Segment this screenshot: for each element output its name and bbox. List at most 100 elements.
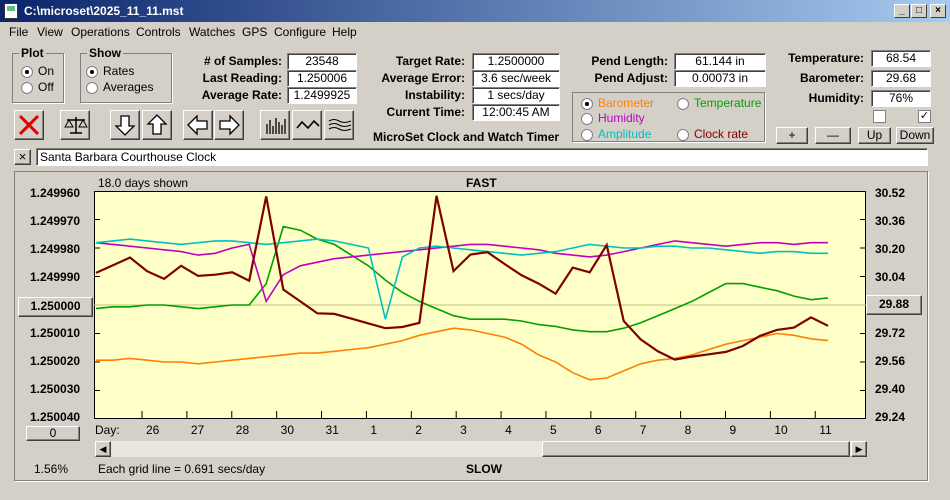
- slow-label: SLOW: [466, 462, 502, 476]
- last-reading-value: 1.250006: [287, 70, 357, 87]
- menu-controls[interactable]: Controls: [136, 25, 181, 39]
- instability-label: Instability:: [404, 88, 465, 102]
- raw-plot-button[interactable]: [260, 110, 290, 140]
- maximize-button[interactable]: □: [911, 4, 927, 18]
- plot-group-title: Plot: [19, 46, 46, 60]
- right-tick-label: 29.56: [875, 354, 906, 368]
- percent-label: 1.56%: [34, 462, 69, 476]
- zoom-button[interactable]: 0: [26, 426, 80, 441]
- x-tick-label: 2: [415, 423, 422, 437]
- time-scrollbar[interactable]: ◀ ▶: [95, 441, 867, 457]
- menu-watches[interactable]: Watches: [189, 25, 236, 39]
- menu-operations[interactable]: Operations: [71, 25, 130, 39]
- menu-help[interactable]: Help: [332, 25, 357, 39]
- pend-adjust-label: Pend Adjust:: [594, 71, 668, 85]
- average-rate-label: Average Rate:: [201, 88, 282, 102]
- series-humidity-radio[interactable]: Humidity: [581, 111, 645, 125]
- wave-icon: [296, 119, 320, 130]
- series-line-humidity: [95, 240, 828, 304]
- multi-wave-button[interactable]: [324, 110, 354, 140]
- left-center-button[interactable]: 1.250000: [18, 297, 93, 317]
- down-button[interactable]: Down: [896, 127, 934, 144]
- show-rates-radio[interactable]: Rates: [86, 64, 134, 78]
- pend-length-value: 61.144 in: [674, 53, 766, 70]
- x-tick-label: 9: [729, 423, 737, 437]
- right-tick-label: 29.72: [875, 326, 906, 340]
- plot-frame: [14, 171, 928, 481]
- window-title: C:\microset\2025_11_11.mst: [24, 4, 184, 18]
- left-tick-label: 1.250010: [30, 326, 81, 340]
- x-tick-label: 31: [325, 423, 339, 437]
- option-checkbox-1[interactable]: [873, 110, 886, 123]
- left-arrow-button[interactable]: [183, 110, 213, 140]
- temperature-value: 68.54: [871, 50, 931, 67]
- x-tick-label: 1: [370, 423, 378, 437]
- arrow-down-icon: [114, 115, 136, 136]
- option-checkbox-2[interactable]: ✓: [918, 110, 931, 123]
- x-tick-label: 6: [594, 423, 602, 437]
- x-tick-label: 11: [819, 423, 832, 437]
- left-tick-label: 1.249980: [30, 242, 81, 256]
- smooth-plot-button[interactable]: [292, 110, 322, 140]
- plot-on-radio[interactable]: On: [21, 64, 54, 78]
- right-arrow-button[interactable]: [214, 110, 244, 140]
- right-tick-label: 30.52: [875, 186, 906, 200]
- x-tick-label: 27: [190, 423, 205, 437]
- right-tick-label: 30.36: [875, 214, 906, 228]
- menu-file[interactable]: File: [9, 25, 29, 39]
- scroll-left-button[interactable]: ◀: [95, 441, 111, 457]
- bar-graph-icon: [266, 118, 286, 134]
- balance-button[interactable]: [60, 110, 90, 140]
- right-tick-label: 30.20: [875, 242, 906, 256]
- app-name: MicroSet Clock and Watch Timer: [373, 130, 560, 144]
- show-averages-radio[interactable]: Averages: [86, 80, 153, 94]
- balance-scale-icon: [64, 117, 88, 134]
- right-tick-label: 29.40: [875, 382, 906, 396]
- x-tick-label: 30: [280, 423, 294, 437]
- plot-area[interactable]: [94, 191, 866, 419]
- app-icon: [4, 3, 18, 19]
- left-tick-label: 1.250020: [30, 354, 81, 368]
- humidity-value: 76%: [871, 90, 931, 107]
- close-button[interactable]: ×: [930, 4, 946, 18]
- show-group: Show Rates Averages: [80, 46, 172, 103]
- clear-watch-button[interactable]: ×: [14, 149, 31, 165]
- series-temperature-radio[interactable]: Temperature: [677, 96, 761, 110]
- menu-configure[interactable]: Configure: [274, 25, 327, 39]
- plot-group: Plot On Off: [12, 46, 64, 103]
- menu-gps[interactable]: GPS: [242, 25, 268, 39]
- plus-button[interactable]: +: [776, 127, 808, 144]
- menu-view[interactable]: View: [37, 25, 63, 39]
- x-day-label: Day:: [95, 423, 120, 437]
- scroll-right-button[interactable]: ▶: [851, 441, 867, 457]
- barometer-value: 29.68: [871, 70, 931, 87]
- watch-name-field[interactable]: Santa Barbara Courthouse Clock: [36, 148, 928, 166]
- series-barometer-radio[interactable]: Barometer: [581, 96, 654, 110]
- series-clockrate-radio[interactable]: Clock rate: [677, 127, 748, 141]
- pend-adjust-value: 0.00073 in: [674, 70, 766, 87]
- up-arrow-button[interactable]: [142, 110, 172, 140]
- current-time-value: 12:00:45 AM: [472, 104, 560, 121]
- series-amplitude-radio[interactable]: Amplitude: [581, 127, 651, 141]
- x-tick-label: 8: [684, 423, 692, 437]
- grid-note: Each grid line = 0.691 secs/day: [98, 462, 266, 476]
- right-center-button[interactable]: 29.88: [866, 295, 922, 315]
- arrow-up-icon: [146, 114, 168, 135]
- x-tick-label: 5: [549, 423, 557, 437]
- x-tick-label: 4: [505, 423, 512, 437]
- instability-value: 1 secs/day: [472, 87, 560, 104]
- current-time-label: Current Time:: [386, 105, 465, 119]
- down-arrow-button[interactable]: [110, 110, 140, 140]
- up-button[interactable]: Up: [858, 127, 891, 144]
- target-rate-value[interactable]: 1.2500000: [472, 53, 560, 70]
- clear-x-button[interactable]: [14, 110, 44, 140]
- show-group-title: Show: [87, 46, 123, 60]
- minimize-button[interactable]: _: [894, 4, 910, 18]
- x-tick-label: 7: [639, 423, 647, 437]
- samples-label: # of Samples:: [203, 54, 282, 68]
- days-shown-label: 18.0 days shown: [98, 176, 189, 190]
- minus-button[interactable]: —: [815, 127, 851, 144]
- series-line-temperature: [95, 225, 829, 333]
- scroll-thumb[interactable]: [542, 441, 850, 457]
- plot-off-radio[interactable]: Off: [21, 80, 54, 94]
